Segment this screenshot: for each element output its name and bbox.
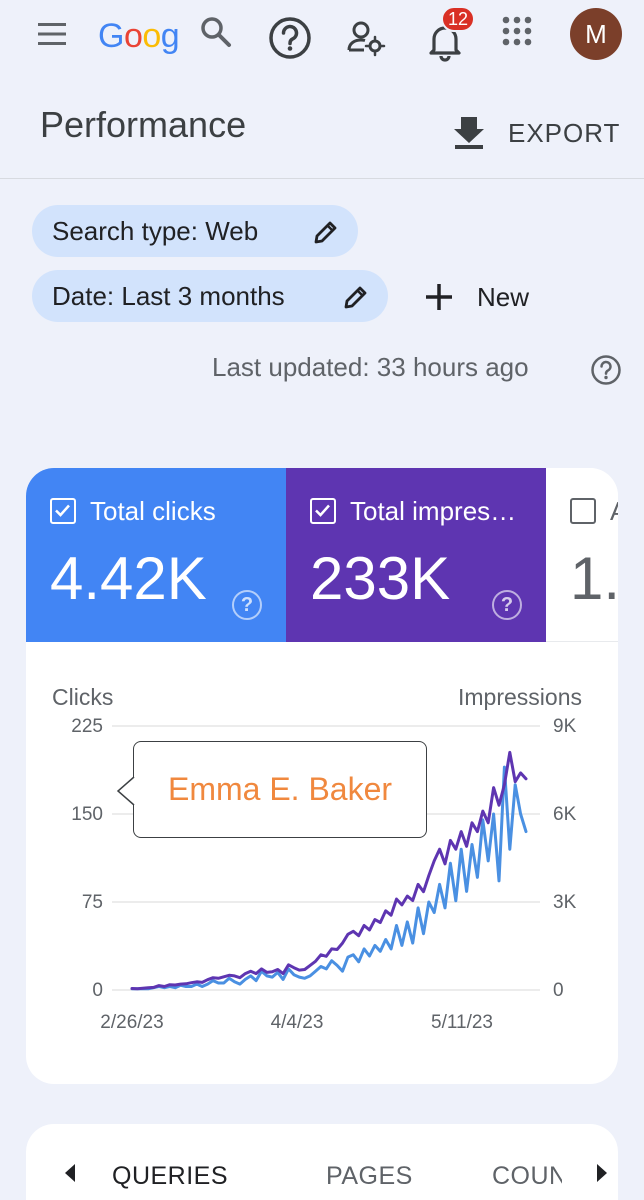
metric-value: 1. bbox=[570, 545, 618, 612]
search-type-chip[interactable]: Search type: Web bbox=[32, 205, 358, 257]
export-label: EXPORT bbox=[508, 118, 621, 148]
dimension-tabs-card bbox=[26, 1124, 618, 1200]
metric-label: Total clicks bbox=[90, 496, 216, 526]
download-icon bbox=[454, 117, 484, 149]
tab-countries[interactable]: COUN bbox=[492, 1162, 562, 1190]
chart-tooltip: Emma E. Baker bbox=[133, 741, 427, 838]
google-logo[interactable]: Goog bbox=[98, 17, 180, 55]
metric-value: 233K bbox=[310, 545, 451, 612]
left-axis-title: Clicks bbox=[52, 684, 114, 710]
export-button[interactable]: EXPORT bbox=[450, 108, 630, 156]
metric-total-clicks[interactable]: Total clicks 4.42K ? bbox=[26, 468, 286, 642]
tab-pages[interactable]: PAGES bbox=[326, 1162, 413, 1190]
help-icon[interactable] bbox=[590, 354, 622, 386]
last-updated-text: Last updated: 33 hours ago bbox=[212, 352, 529, 382]
checkbox-checked-icon[interactable] bbox=[50, 498, 76, 524]
search-icon[interactable] bbox=[198, 14, 234, 50]
metric-label: A bbox=[610, 496, 618, 527]
help-icon[interactable]: ? bbox=[492, 590, 522, 620]
apps-icon[interactable] bbox=[502, 16, 532, 46]
help-icon[interactable]: ? bbox=[232, 590, 262, 620]
page-title: Performance bbox=[40, 104, 247, 145]
plus-icon bbox=[426, 284, 452, 310]
top-app-bar: Goog 12 M bbox=[0, 0, 644, 80]
checkbox-checked-icon[interactable] bbox=[310, 498, 336, 524]
notification-count-badge: 12 bbox=[441, 6, 475, 32]
date-range-label: Date: Last 3 months bbox=[52, 281, 285, 311]
metric-label: Total impres… bbox=[350, 496, 517, 526]
date-range-chip[interactable]: Date: Last 3 months bbox=[32, 270, 388, 322]
manage-accounts-icon[interactable] bbox=[346, 18, 386, 58]
edit-icon bbox=[314, 221, 337, 244]
search-type-label: Search type: Web bbox=[52, 216, 259, 246]
avatar[interactable]: M bbox=[570, 8, 622, 60]
chevron-left-icon[interactable] bbox=[62, 1162, 78, 1184]
menu-icon[interactable] bbox=[36, 20, 68, 48]
metric-value: 4.42K bbox=[50, 545, 207, 612]
new-label: New bbox=[477, 282, 530, 312]
help-icon[interactable] bbox=[268, 16, 312, 60]
header-divider bbox=[0, 178, 644, 179]
tooltip-text: Emma E. Baker bbox=[167, 771, 393, 807]
right-axis-title: Impressions bbox=[458, 684, 582, 710]
edit-icon bbox=[344, 286, 367, 309]
chevron-right-icon[interactable] bbox=[594, 1162, 610, 1184]
new-filter-button[interactable]: New bbox=[420, 272, 550, 322]
metric-total-impressions[interactable]: Total impres… 233K ? bbox=[286, 468, 546, 642]
metric-average-ctr[interactable]: A 1. bbox=[546, 468, 618, 642]
tab-queries[interactable]: QUERIES bbox=[112, 1162, 229, 1190]
checkbox-unchecked-icon[interactable] bbox=[570, 498, 596, 524]
tooltip-pointer bbox=[116, 776, 135, 806]
